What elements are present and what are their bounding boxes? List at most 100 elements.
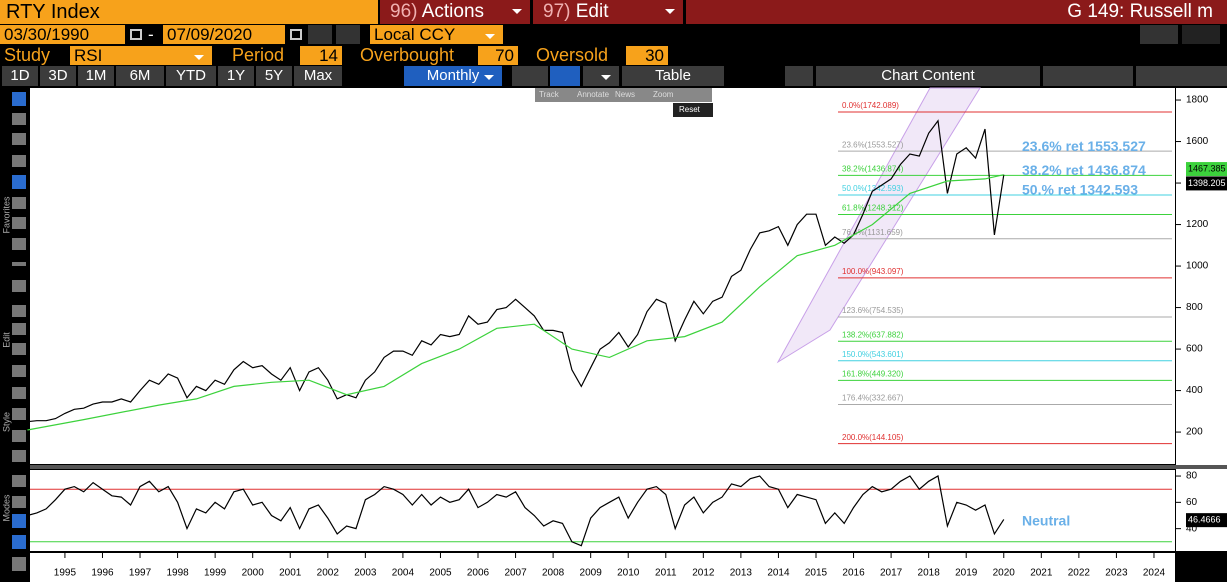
fib-label: 200.0%(144.105) — [842, 433, 904, 442]
range-button[interactable]: 1D — [2, 66, 38, 86]
x-tick-label: 2023 — [1105, 568, 1128, 579]
fib-label: 150.0%(543.601) — [842, 350, 904, 359]
x-tick-label: 2007 — [504, 568, 527, 579]
fib-label: 61.8%(1248.312) — [842, 204, 904, 213]
x-tick-label: 2009 — [580, 568, 603, 579]
collapse-button[interactable] — [785, 66, 813, 86]
annotate-item[interactable]: Zoom — [653, 90, 674, 99]
y-tick-label: 60 — [1186, 497, 1198, 508]
calendar-icon[interactable] — [290, 29, 302, 40]
rsi-status: Neutral — [1022, 513, 1070, 529]
side-label: Favorites — [1, 196, 11, 234]
x-tick-label: 2012 — [692, 568, 715, 579]
x-tick-label: 1997 — [129, 568, 152, 579]
oversold[interactable]: 30 — [626, 46, 668, 65]
side-label: Style — [1, 412, 11, 432]
x-tick-label: 2021 — [1030, 568, 1053, 579]
x-tick-label: 1995 — [54, 568, 77, 579]
series-line — [27, 119, 1005, 423]
menu-number: 97) — [543, 1, 571, 22]
chart-name: G 149: Russell m — [686, 0, 1227, 24]
study-label: Study — [4, 45, 51, 65]
ticker[interactable]: RTY Index — [0, 0, 378, 24]
x-tick-label: 2013 — [730, 568, 753, 579]
fib-label: 0.0%(1742.089) — [842, 101, 899, 110]
annotation: 50.% ret 1342.593 — [1022, 182, 1138, 198]
x-tick-label: 2016 — [842, 568, 865, 579]
bar-icon[interactable] — [550, 66, 580, 86]
y-tick-label: 40 — [1186, 523, 1198, 534]
start-date[interactable]: 03/30/1990 — [0, 25, 125, 44]
trend-channel — [776, 87, 981, 364]
fib-label: 123.6%(754.535) — [842, 306, 904, 315]
x-tick-label: 2017 — [880, 568, 903, 579]
frequency[interactable]: Monthly — [404, 66, 502, 86]
side-label: Edit — [1, 332, 11, 348]
menu-label: Edit — [575, 1, 609, 22]
x-tick-label: 1999 — [204, 568, 227, 579]
y-tick-label: 1600 — [1186, 136, 1209, 147]
table-button[interactable]: Table — [622, 66, 724, 86]
annotate-item[interactable]: News — [615, 90, 636, 99]
chart-content[interactable]: Chart Content — [816, 66, 1040, 86]
side-label: Modes — [1, 494, 11, 522]
redo-button[interactable] — [1182, 25, 1220, 44]
fib-label: 23.6%(1553.527) — [842, 140, 904, 149]
fib-label: 138.2%(637.882) — [842, 330, 904, 339]
study-name[interactable]: RSI — [70, 46, 212, 65]
period[interactable]: 14 — [300, 46, 342, 65]
annotate-item[interactable]: Annotate — [577, 90, 610, 99]
y-tick-label: 600 — [1186, 344, 1203, 355]
range-button[interactable]: YTD — [166, 66, 216, 86]
x-tick-label: 2004 — [392, 568, 415, 579]
range-button[interactable]: 3D — [40, 66, 76, 86]
range-button[interactable]: 1Y — [218, 66, 254, 86]
last-value-box — [1186, 162, 1227, 177]
edit-menu[interactable]: 97) Edit — [533, 0, 683, 24]
menu-label: Actions — [421, 1, 485, 22]
x-tick-label: 2020 — [993, 568, 1016, 579]
y-tick-label: 1000 — [1186, 261, 1209, 272]
reset-button[interactable]: Reset — [673, 103, 713, 117]
x-tick-label: 2000 — [242, 568, 265, 579]
currency[interactable]: Local CCY — [370, 25, 503, 44]
calendar-icon[interactable] — [130, 29, 142, 40]
overbought[interactable]: 70 — [478, 46, 518, 65]
x-tick-label: 2003 — [354, 568, 377, 579]
y-tick-label: 1200 — [1186, 219, 1209, 230]
oversold-label: Oversold — [536, 45, 609, 65]
range-button[interactable]: 5Y — [256, 66, 292, 86]
prev-button[interactable] — [308, 25, 332, 44]
x-tick-label: 2014 — [767, 568, 790, 579]
settings-button[interactable] — [1136, 66, 1227, 86]
last-value-label: 46.4666 — [1188, 515, 1221, 525]
edit-button[interactable] — [1043, 66, 1133, 86]
y-tick-label: 80 — [1186, 471, 1198, 482]
x-tick-label: 2006 — [467, 568, 490, 579]
annotation: 38.2% ret 1436.874 — [1022, 162, 1146, 178]
x-tick-label: 1998 — [166, 568, 189, 579]
x-tick-label: 1996 — [91, 568, 114, 579]
y-tick-label: 400 — [1186, 385, 1203, 396]
line-icon[interactable] — [512, 66, 548, 86]
annotation: 23.6% ret 1553.527 — [1022, 138, 1146, 154]
x-axis-band — [30, 553, 1175, 582]
next-button[interactable] — [336, 25, 360, 44]
x-tick-label: 2024 — [1143, 568, 1166, 579]
y-axis-band — [1176, 88, 1227, 551]
period-label: Period — [232, 45, 285, 65]
fib-label: 161.8%(449.320) — [842, 369, 904, 378]
range-button[interactable]: 1M — [78, 66, 114, 86]
undo-button[interactable] — [1140, 25, 1178, 44]
end-date[interactable]: 07/09/2020 — [163, 25, 285, 44]
last-value-box — [1186, 513, 1227, 528]
actions-menu[interactable]: 96) Actions — [380, 0, 530, 24]
chart-type[interactable] — [583, 66, 619, 86]
fib-label: 100.0%(943.097) — [842, 267, 904, 276]
price-plot — [30, 88, 1175, 464]
date-separator: - — [148, 25, 154, 44]
x-tick-label: 2011 — [655, 568, 677, 579]
range-button[interactable]: 6M — [116, 66, 164, 86]
range-button[interactable]: Max — [294, 66, 342, 86]
annotate-item[interactable]: Track — [539, 90, 559, 99]
